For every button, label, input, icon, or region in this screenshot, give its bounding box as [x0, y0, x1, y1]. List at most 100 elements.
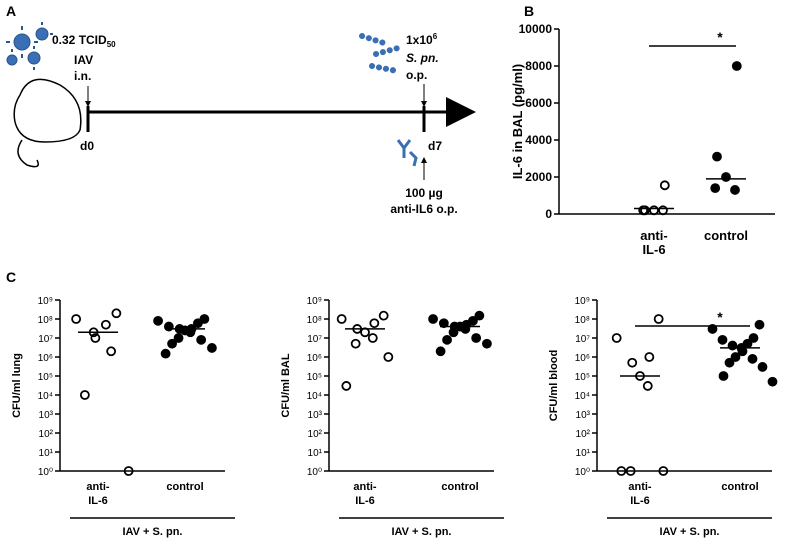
data-point: [625, 466, 636, 476]
dose-text: 0.32 TCID: [52, 33, 107, 47]
data-point: [369, 318, 380, 329]
y-tick-label: 10³: [576, 410, 591, 421]
group-label: IAV + S. pn.: [391, 526, 451, 538]
data-point: [100, 319, 111, 330]
data-point: [336, 314, 347, 324]
y-axis-label: IL-6 in BAL (pg/ml): [510, 64, 525, 179]
data-point: [173, 333, 184, 343]
data-point: [160, 348, 171, 359]
y-tick-label: 10⁴: [38, 391, 53, 402]
data-point: [659, 180, 670, 191]
data-point: [658, 205, 668, 216]
panel-a: A 0.32 TCID50 IAV i.n. d0 1x106 S. pn. o…: [6, 3, 476, 216]
y-tick-label: 10¹: [576, 448, 591, 459]
data-point: [79, 390, 90, 400]
data-point: [341, 381, 352, 391]
y-tick-label: 10⁶: [307, 353, 322, 364]
day: d7: [428, 139, 442, 153]
y-tick-label: 10²: [576, 429, 591, 440]
y-tick-label: 10²: [39, 429, 54, 440]
bacteria: S. pn.: [406, 51, 439, 65]
data-point: [90, 333, 101, 343]
mouse-icon: [13, 78, 82, 168]
dose: 0.32 TCID50: [52, 33, 116, 49]
data-point: [193, 318, 203, 329]
significance: *: [717, 29, 723, 45]
data-point: [378, 310, 389, 321]
data-point: [757, 362, 768, 372]
panel-label: C: [6, 269, 16, 285]
data-point: [653, 314, 664, 324]
y-tick-label: 10⁸: [575, 315, 590, 326]
x-tick-label: control: [166, 481, 203, 493]
data-point: [748, 333, 759, 343]
bact-dose-sup: 6: [433, 32, 438, 41]
x-tick-label: control: [721, 481, 758, 493]
y-tick-label: 10¹: [308, 448, 323, 459]
data-point: [730, 352, 741, 362]
data-point: [710, 183, 721, 194]
data-point: [111, 308, 122, 319]
y-tick-label: 0: [545, 207, 552, 221]
data-point: [747, 353, 758, 364]
data-point: [123, 466, 134, 476]
bacteria-icon: [359, 33, 401, 74]
y-tick-label: 10⁰: [38, 467, 53, 478]
y-tick-label: 10⁵: [307, 372, 322, 383]
bact-dose: 1x106: [406, 32, 438, 47]
x-tick-line: anti-: [640, 228, 667, 243]
y-tick-label: 10⁸: [38, 315, 53, 326]
y-tick-label: 10⁴: [575, 391, 590, 402]
y-tick-label: 8000: [525, 59, 552, 73]
data-point: [724, 357, 735, 368]
y-tick-label: 10⁹: [38, 296, 53, 307]
data-point: [642, 381, 653, 391]
data-point: [350, 338, 361, 349]
group-label: IAV + S. pn.: [659, 526, 719, 538]
y-tick-label: 10³: [308, 410, 323, 421]
data-point: [717, 334, 728, 345]
data-point: [767, 376, 778, 387]
data-point: [471, 333, 482, 343]
y-tick-label: 10⁷: [38, 334, 53, 345]
bact-dose-text: 1x10: [406, 33, 433, 47]
ab-route: anti-IL6 o.p.: [390, 202, 457, 216]
x-tick-line: anti-: [628, 481, 652, 493]
dose-sub: 50: [107, 40, 116, 49]
x-tick-label: anti-IL-6: [353, 481, 377, 507]
y-tick-label: 10²: [308, 429, 323, 440]
data-point: [207, 343, 217, 353]
significance: *: [717, 309, 723, 325]
data-point: [731, 61, 742, 71]
y-tick-label: 10³: [39, 410, 54, 421]
panel-label: A: [6, 3, 16, 19]
y-tick-label: 2000: [525, 170, 552, 184]
y-tick-label: 10⁵: [38, 372, 53, 383]
x-tick-line: control: [721, 481, 758, 493]
data-point: [71, 314, 82, 324]
x-tick-label: anti-IL-6: [640, 228, 667, 257]
data-point: [167, 338, 177, 349]
x-tick-line: control: [704, 228, 748, 243]
data-point: [428, 314, 438, 324]
data-point: [712, 151, 722, 162]
day: d0: [80, 139, 94, 153]
data-point: [106, 346, 117, 357]
data-point: [616, 466, 627, 476]
y-tick-label: 10¹: [39, 448, 54, 459]
x-tick-line: anti-: [353, 481, 377, 493]
y-tick-label: 10⁰: [307, 467, 322, 478]
y-tick-label: 10⁵: [575, 372, 590, 383]
virus-icon: [6, 22, 53, 70]
ab-dose: 100 µg: [405, 186, 443, 200]
data-point: [627, 357, 638, 368]
x-tick-label: anti-IL-6: [628, 481, 652, 507]
y-tick-label: 10⁶: [575, 353, 590, 364]
y-tick-label: 6000: [525, 96, 552, 110]
y-axis-label: CFU/ml blood: [548, 350, 560, 422]
panel-label: B: [524, 3, 534, 19]
route: i.n.: [74, 69, 91, 83]
data-point: [435, 346, 446, 357]
data-point: [707, 324, 718, 334]
